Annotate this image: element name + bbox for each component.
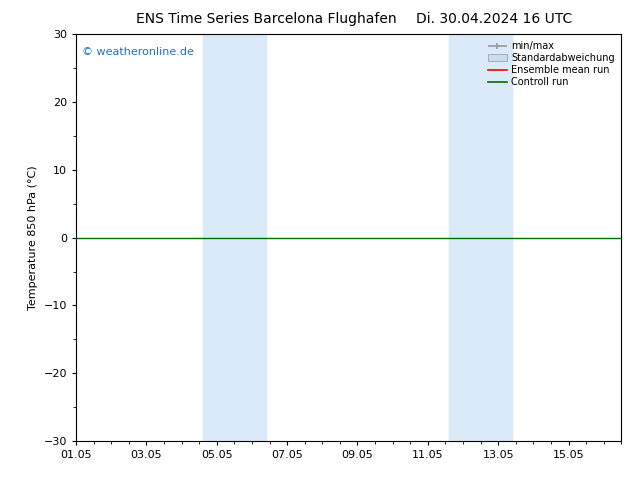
Bar [203, 34, 266, 441]
Text: ENS Time Series Barcelona Flughafen: ENS Time Series Barcelona Flughafen [136, 12, 397, 26]
Text: © weatheronline.de: © weatheronline.de [82, 47, 193, 56]
Text: Di. 30.04.2024 16 UTC: Di. 30.04.2024 16 UTC [417, 12, 573, 26]
Legend: min/max, Standardabweichung, Ensemble mean run, Controll run: min/max, Standardabweichung, Ensemble me… [486, 39, 616, 89]
Y-axis label: Temperature 850 hPa (°C): Temperature 850 hPa (°C) [28, 165, 38, 310]
Bar [449, 34, 512, 441]
